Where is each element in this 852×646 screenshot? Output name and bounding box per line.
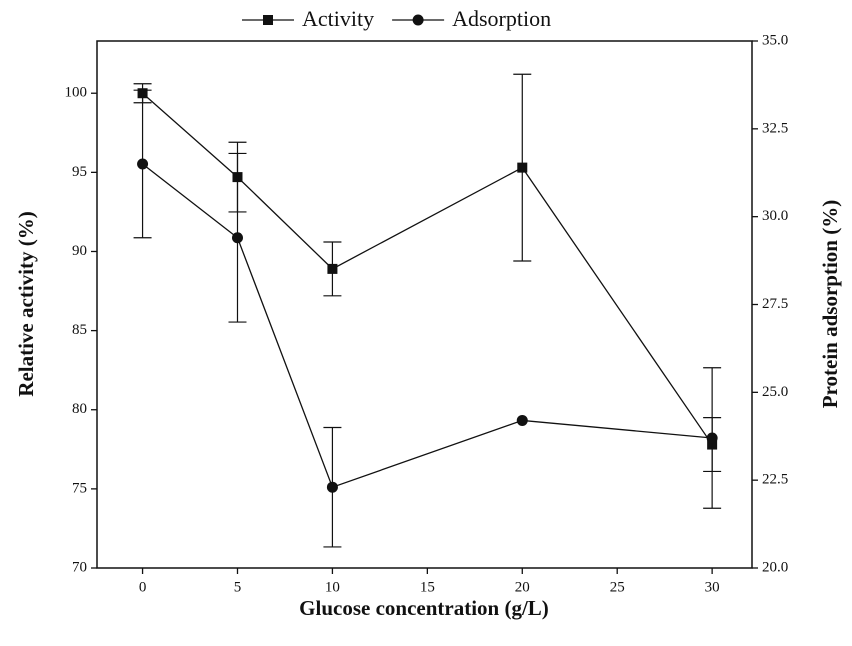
y2-tick-label: 22.5 [762, 472, 788, 488]
x-tick-label: 20 [515, 579, 530, 595]
x-tick-label: 30 [705, 579, 720, 595]
marker [516, 414, 528, 426]
y-tick-label: 85 [72, 322, 87, 338]
marker [327, 263, 338, 274]
legend-label: Activity [302, 6, 374, 31]
x-tick-label: 10 [325, 579, 340, 595]
plot-frame [96, 40, 753, 569]
y-tick-label: 80 [72, 401, 87, 417]
x-axis-title: Glucose concentration (g/L) [299, 596, 549, 620]
y-tick-label: 95 [72, 164, 87, 180]
marker [517, 162, 528, 173]
x-tick-label: 0 [139, 579, 147, 595]
marker [137, 158, 149, 170]
y-tick-label: 70 [72, 559, 87, 575]
marker [326, 481, 338, 493]
y-tick-label: 90 [72, 243, 87, 259]
x-tick-label: 25 [610, 579, 625, 595]
x-tick-label: 5 [234, 579, 242, 595]
y2-tick-label: 20.0 [762, 559, 788, 575]
x-tick-label: 15 [420, 579, 435, 595]
y2-tick-label: 27.5 [762, 296, 788, 312]
marker [706, 432, 718, 444]
y2-axis-title: Protein adsorption (%) [818, 200, 842, 408]
legend-label: Adsorption [452, 6, 551, 31]
y2-tick-label: 32.5 [762, 120, 788, 136]
y-axis-title: Relative activity (%) [14, 211, 38, 396]
y2-tick-label: 25.0 [762, 384, 788, 400]
marker [231, 232, 243, 244]
series-line [142, 92, 713, 445]
legend-marker [412, 14, 424, 26]
series-line [142, 163, 713, 489]
legend-marker [263, 15, 273, 25]
y-tick-label: 100 [65, 85, 88, 101]
y-tick-label: 75 [72, 480, 87, 496]
y2-tick-label: 30.0 [762, 208, 788, 224]
y2-tick-label: 35.0 [762, 32, 788, 48]
